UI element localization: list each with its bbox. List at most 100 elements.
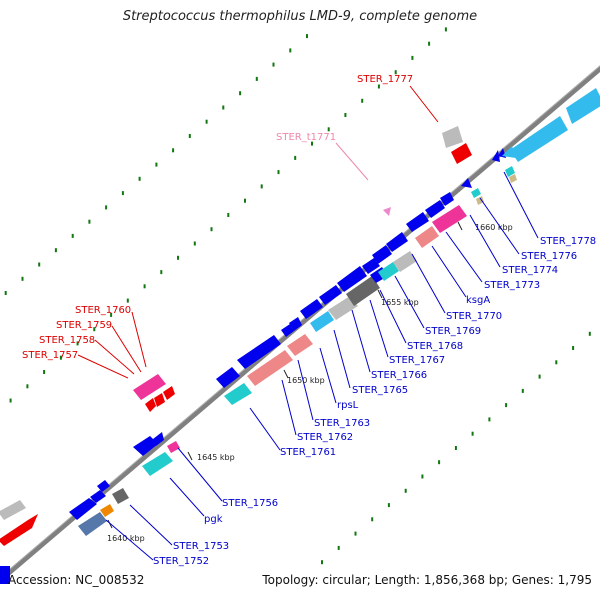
gene-salmon-1763[interactable] xyxy=(247,350,293,386)
gene-salmon-ksgA[interactable] xyxy=(415,226,439,248)
gene-red-1777[interactable] xyxy=(451,143,472,164)
gc-dot xyxy=(121,191,124,196)
gene-blue-1752[interactable] xyxy=(69,498,97,520)
gene-label[interactable]: STER_1762 xyxy=(297,432,353,443)
gc-dot xyxy=(294,155,297,160)
gene-label[interactable]: pgk xyxy=(204,514,223,525)
gene-pink-t1771[interactable] xyxy=(383,207,391,216)
gene-label[interactable]: rpsL xyxy=(337,400,359,411)
gene-label[interactable]: STER_1763 xyxy=(314,418,370,429)
gene-blue[interactable] xyxy=(153,432,164,446)
gene-blue-1774[interactable] xyxy=(461,178,472,188)
gene-label[interactable]: STER_1758 xyxy=(39,335,95,346)
gene-tan[interactable] xyxy=(509,174,517,183)
gene-blue-1761[interactable] xyxy=(216,367,240,388)
gene-label[interactable]: STER_1773 xyxy=(484,280,540,291)
gene-cyan-1776[interactable] xyxy=(471,188,481,198)
gc-dot xyxy=(193,241,196,246)
gene-label[interactable]: STER_1757 xyxy=(22,350,78,361)
gene-cyan[interactable] xyxy=(505,166,515,177)
gene-red-1758[interactable] xyxy=(154,393,165,407)
gc-dot xyxy=(110,312,113,317)
gene-gray-1777[interactable] xyxy=(442,126,463,148)
gene-label[interactable]: STER_1761 xyxy=(280,447,336,458)
gene-label[interactable]: ksgA xyxy=(466,295,490,306)
gene-label[interactable]: STER_1756 xyxy=(222,498,278,509)
gene-blue[interactable] xyxy=(337,266,367,292)
gc-dot xyxy=(155,162,158,167)
gene-label[interactable]: STER_1752 xyxy=(153,556,209,567)
gene-blue[interactable] xyxy=(97,480,110,492)
accession-text: Accession: NC_008532 xyxy=(8,573,145,587)
tick-label: 1650 kbp xyxy=(287,376,325,385)
gene-skyblue[interactable] xyxy=(566,88,600,124)
gene-label[interactable]: STER_1777 xyxy=(357,74,413,85)
gc-dot xyxy=(71,233,74,238)
gc-dot xyxy=(93,327,96,332)
gene-label[interactable]: STER_1770 xyxy=(446,311,502,322)
gene-steel-1753[interactable] xyxy=(78,512,107,536)
gene-red[interactable] xyxy=(0,514,38,546)
gc-dot xyxy=(572,346,575,350)
gene-red-1757[interactable] xyxy=(163,386,175,400)
gene-label[interactable]: STER_1753 xyxy=(173,541,229,552)
gene-label[interactable]: STER_1766 xyxy=(371,370,427,381)
gene-label[interactable]: STER_1774 xyxy=(502,265,558,276)
gene-label[interactable]: STER_1769 xyxy=(425,326,481,337)
gene-gray-1766[interactable] xyxy=(328,296,358,320)
tick-label: 1645 kbp xyxy=(197,453,235,462)
gene-pink-1773[interactable] xyxy=(432,205,467,233)
gc-dot xyxy=(327,127,330,132)
gene-cyan[interactable] xyxy=(224,383,252,405)
gc-dot xyxy=(371,517,374,522)
gene-label[interactable]: STER_1767 xyxy=(389,355,445,366)
gene-blue-1765[interactable] xyxy=(300,299,323,319)
gene-blue[interactable] xyxy=(281,324,294,337)
gene-darkgray[interactable] xyxy=(112,488,129,504)
gene-cyan-1768[interactable] xyxy=(378,262,399,281)
gc-dot xyxy=(428,41,431,46)
tick-label: 1660 kbp xyxy=(475,223,513,232)
gene-blue-1773[interactable] xyxy=(425,200,445,218)
gene-label[interactable]: STER_1765 xyxy=(352,385,408,396)
gene-skyblue-1765[interactable] xyxy=(310,311,334,332)
gene-blue-1770[interactable] xyxy=(406,212,429,232)
gc-dot xyxy=(277,170,280,175)
gene-blue-1778[interactable] xyxy=(492,150,500,162)
gene-cyan[interactable] xyxy=(142,452,173,476)
gene-gray[interactable] xyxy=(0,500,26,520)
gene-pink-1760[interactable] xyxy=(133,374,166,400)
gc-dot xyxy=(160,270,163,275)
gc-dot xyxy=(177,255,179,260)
gc-dot xyxy=(210,227,213,232)
gene-darkgray-1767[interactable] xyxy=(346,276,380,306)
gene-label[interactable]: STER_1768 xyxy=(407,341,463,352)
gene-blue[interactable] xyxy=(289,317,302,331)
gene-blue-1766[interactable] xyxy=(319,285,342,305)
gene-blue-pgk[interactable] xyxy=(133,436,158,456)
gene-tan[interactable] xyxy=(476,196,484,205)
gene-orange[interactable] xyxy=(100,504,114,517)
gene-blue-1769[interactable] xyxy=(386,232,408,252)
gene-gray-1769[interactable] xyxy=(393,251,417,272)
gene-skyblue-1778[interactable] xyxy=(510,116,568,162)
gene-skyblue[interactable] xyxy=(502,146,516,158)
gene-blue[interactable] xyxy=(372,245,392,264)
gene-label[interactable]: STER_1778 xyxy=(540,236,596,247)
gene-pink-1756[interactable] xyxy=(167,441,180,453)
gene-label[interactable]: STER_t1771 xyxy=(276,132,336,143)
gene-red-1759[interactable] xyxy=(145,398,156,412)
gene-label[interactable]: STER_1776 xyxy=(521,251,577,262)
gene-blue[interactable] xyxy=(440,192,454,206)
gene-label[interactable]: STER_1760 xyxy=(75,305,131,316)
gene-label[interactable]: STER_1759 xyxy=(56,320,112,331)
gene-salmon-rpsL[interactable] xyxy=(287,334,313,356)
gene-blue-1762[interactable] xyxy=(237,335,281,369)
gc-dot xyxy=(505,403,508,408)
gc-dot xyxy=(43,370,46,374)
gene-blue[interactable] xyxy=(90,490,106,503)
gc-dot xyxy=(260,184,263,189)
gene-blue-1768[interactable] xyxy=(362,258,380,274)
gene-blue[interactable] xyxy=(0,566,10,584)
